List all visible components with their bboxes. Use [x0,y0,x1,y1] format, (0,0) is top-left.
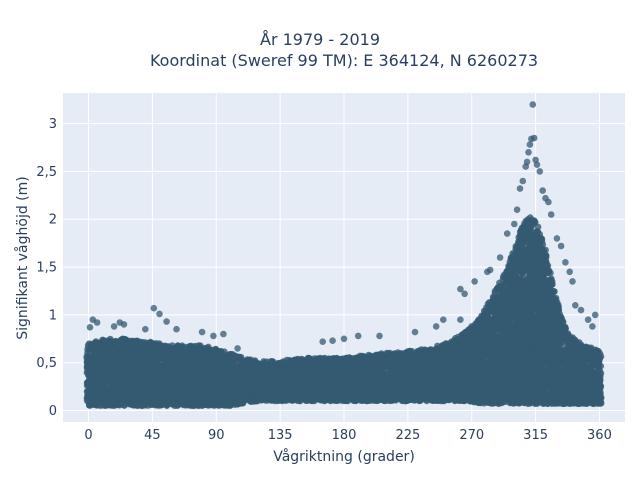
data-points [83,101,605,410]
